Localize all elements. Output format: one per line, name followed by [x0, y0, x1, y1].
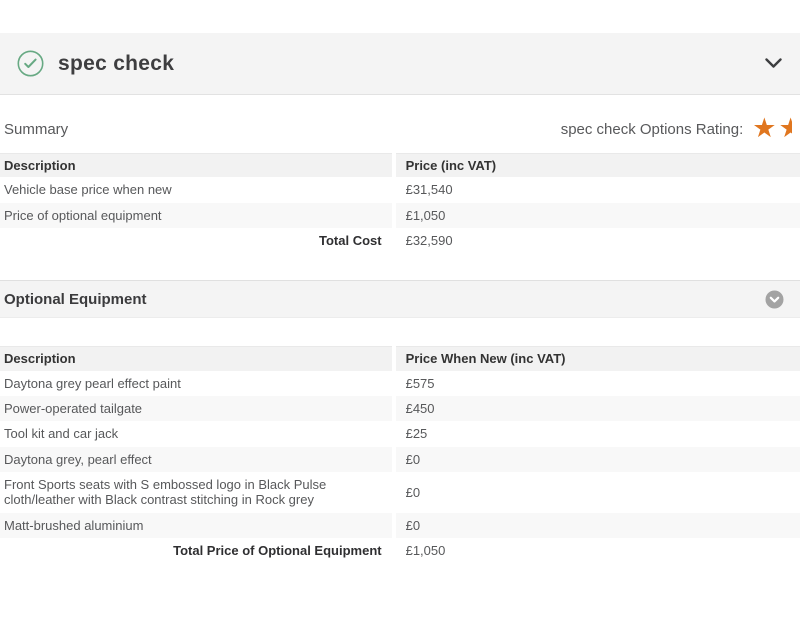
price-cell: £0: [391, 446, 800, 472]
column-header-price: Price When New (inc VAT): [391, 346, 800, 371]
total-row: Total Cost £32,590: [0, 227, 800, 254]
description-cell: Matt-brushed aluminium: [0, 512, 394, 538]
chevron-down-circle-icon[interactable]: [765, 290, 784, 309]
price-cell: £575: [391, 370, 800, 396]
description-cell: Tool kit and car jack: [4, 426, 119, 442]
table-row: Power-operated tailgate £450: [0, 395, 800, 422]
total-value: £32,590: [391, 227, 800, 254]
description-cell: Daytona grey pearl effect paint: [4, 375, 181, 391]
spec-check-header[interactable]: spec check: [0, 33, 800, 95]
panel-title: spec check: [58, 51, 175, 75]
summary-header-row: Summary spec check Options Rating: ★ ★: [4, 112, 793, 143]
table-header-row: Description Price When New (inc VAT): [0, 346, 800, 371]
description-cell: Price of optional equipment: [0, 202, 394, 228]
column-header-description: Description: [0, 153, 394, 178]
price-cell: £0: [391, 512, 800, 538]
price-cell: £31,540: [391, 177, 800, 203]
price-cell: £450: [391, 395, 800, 422]
rating-stars-icon: ★ ★: [752, 112, 793, 143]
column-header-description: Description: [0, 346, 394, 371]
total-label: Total Price of Optional Equipment: [0, 537, 394, 564]
spec-check-panel: spec check Summary spec check Options Ra…: [0, 33, 800, 633]
check-circle-icon: [17, 50, 44, 77]
total-row: Total Price of Optional Equipment £1,050: [0, 537, 800, 564]
table-row: Price of optional equipment £1,050: [0, 202, 800, 228]
price-cell: £25: [391, 421, 800, 447]
optional-equipment-table: Description Price When New (inc VAT) Day…: [0, 346, 800, 564]
total-value: £1,050: [391, 537, 800, 564]
star-half-icon: ★: [778, 114, 793, 142]
summary-table: Description Price (inc VAT) Vehicle base…: [0, 153, 800, 254]
section-title: Optional Equipment: [4, 290, 147, 308]
total-label: Total Cost: [0, 227, 394, 254]
optional-equipment-header[interactable]: Optional Equipment: [0, 280, 800, 319]
description-cell: Front Sports seats with S embossed logo …: [4, 476, 327, 508]
table-row: Matt-brushed aluminium £0: [0, 512, 800, 538]
star-full-icon: ★: [752, 112, 777, 143]
price-cell: £1,050: [391, 202, 800, 228]
rating-label: spec check Options Rating:: [560, 121, 744, 138]
table-row: Front Sports seats with S embossed logo …: [0, 471, 800, 513]
column-header-price: Price (inc VAT): [391, 153, 800, 178]
price-cell: £0: [391, 471, 800, 513]
table-row: Tool kit and car jack £25: [0, 421, 800, 447]
chevron-down-icon[interactable]: [765, 58, 782, 69]
table-row: Daytona grey pearl effect paint £575: [0, 370, 800, 396]
description-cell: Power-operated tailgate: [0, 395, 394, 422]
description-cell: Vehicle base price when new: [4, 182, 172, 198]
table-row: Vehicle base price when new £31,540: [0, 177, 800, 203]
table-row: Daytona grey, pearl effect £0: [0, 446, 800, 472]
options-rating: spec check Options Rating: ★ ★: [560, 112, 793, 143]
summary-heading: Summary: [4, 121, 69, 138]
table-header-row: Description Price (inc VAT): [0, 153, 800, 178]
description-cell: Daytona grey, pearl effect: [0, 446, 394, 472]
